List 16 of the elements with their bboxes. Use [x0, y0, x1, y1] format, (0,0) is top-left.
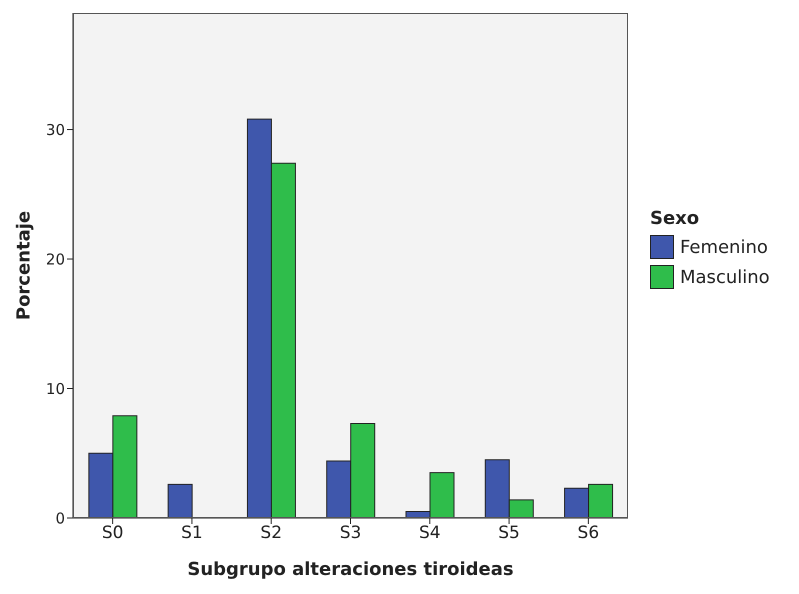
y-tick-label: 0: [55, 509, 65, 528]
y-tick-label: 10: [46, 380, 65, 398]
x-axis-title: Subgrupo alteraciones tiroideas: [187, 559, 514, 580]
x-tick-label: S1: [181, 523, 203, 544]
x-tick-label: S3: [340, 523, 362, 544]
y-tick-label: 20: [46, 250, 65, 268]
x-tick-label: S6: [578, 523, 600, 544]
legend-label: Masculino: [680, 266, 770, 288]
x-tick-label: S4: [418, 523, 441, 544]
x-tick-label: S2: [260, 523, 282, 544]
x-tick-label: S0: [102, 523, 124, 544]
y-tick-label: 30: [46, 120, 65, 139]
x-tick-label: S5: [498, 523, 520, 544]
legend-title: Sexo: [650, 208, 700, 229]
y-axis-title: Porcentaje: [13, 210, 34, 320]
legend-label: Femenino: [680, 236, 768, 258]
